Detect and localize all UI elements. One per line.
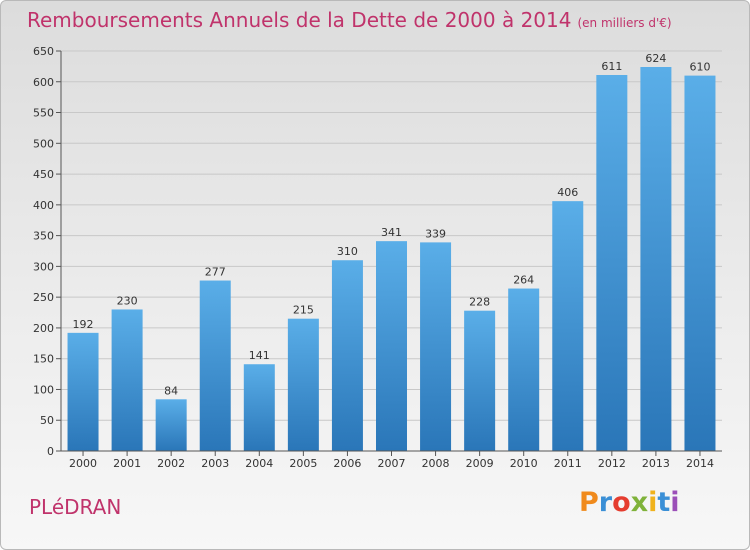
- x-tick-label-2002: 2002: [157, 457, 185, 470]
- axis-layer: 0 50 100 150 200 250 300 350 400 450 500 550 600 650 2…: [33, 45, 722, 470]
- logo-letter: P: [579, 487, 599, 518]
- logo-letter: i: [648, 487, 658, 518]
- y-tick-label-250: 250: [33, 291, 54, 304]
- value-label-2006: 310: [337, 245, 358, 258]
- logo-letter: r: [598, 487, 613, 518]
- value-label-2011: 406: [557, 186, 578, 199]
- x-tick-label-2001: 2001: [113, 457, 141, 470]
- value-label-2005: 215: [293, 304, 314, 317]
- x-tick-label-2004: 2004: [245, 457, 273, 470]
- logo-letter: o: [612, 487, 631, 518]
- value-label-2004: 141: [249, 349, 270, 362]
- value-label-2002: 84: [164, 384, 178, 397]
- logo-letter: t: [657, 487, 671, 518]
- logo-letter: x: [630, 487, 649, 518]
- x-tick-label-2006: 2006: [333, 457, 361, 470]
- x-tick-label-2010: 2010: [510, 457, 538, 470]
- y-tick-label-450: 450: [33, 168, 54, 181]
- bar-2006: [331, 260, 363, 451]
- bar-2010: [508, 288, 540, 451]
- value-label-2012: 611: [601, 60, 622, 73]
- bar-2011: [552, 201, 584, 451]
- x-tick-label-2014: 2014: [686, 457, 714, 470]
- bar-2012: [596, 75, 628, 451]
- value-label-2010: 264: [513, 274, 534, 287]
- y-tick-label-150: 150: [33, 353, 54, 366]
- value-label-2009: 228: [469, 296, 490, 309]
- bar-2014: [684, 75, 716, 451]
- y-tick-label-200: 200: [33, 322, 54, 335]
- bar-2005: [287, 318, 319, 451]
- x-tick-label-2005: 2005: [289, 457, 317, 470]
- y-tick-label-550: 550: [33, 107, 54, 120]
- y-tick-label-650: 650: [33, 45, 54, 58]
- bar-layer: 192 230 84 277 141 215 310 341 339 228 264 406 611 62…: [67, 52, 716, 451]
- value-label-2013: 624: [645, 52, 666, 65]
- value-label-2001: 230: [117, 294, 138, 307]
- bar-2008: [420, 242, 452, 451]
- y-tick-label-0: 0: [47, 445, 54, 458]
- y-tick-label-600: 600: [33, 76, 54, 89]
- value-label-2003: 277: [205, 266, 226, 279]
- bar-2001: [111, 309, 143, 451]
- bar-2002: [155, 399, 187, 451]
- logo-letter: i: [670, 487, 680, 518]
- value-label-2014: 610: [689, 61, 710, 74]
- chart-unit: (en milliers d'€): [577, 16, 672, 30]
- x-tick-label-2009: 2009: [466, 457, 494, 470]
- x-tick-label-2007: 2007: [378, 457, 406, 470]
- bar-2009: [464, 310, 496, 451]
- y-tick-label-300: 300: [33, 260, 54, 273]
- bar-2013: [640, 67, 672, 451]
- chart-title-text: Remboursements Annuels de la Dette de 20…: [27, 8, 572, 32]
- x-tick-label-2003: 2003: [201, 457, 229, 470]
- y-tick-label-500: 500: [33, 137, 54, 150]
- chart-title: Remboursements Annuels de la Dette de 20…: [27, 8, 672, 32]
- bar-2007: [376, 241, 407, 451]
- value-label-2000: 192: [73, 318, 94, 331]
- y-tick-label-100: 100: [33, 383, 54, 396]
- x-tick-label-2008: 2008: [422, 457, 450, 470]
- x-tick-label-2012: 2012: [598, 457, 626, 470]
- x-tick-label-2013: 2013: [642, 457, 670, 470]
- bar-2003: [199, 280, 231, 451]
- value-label-2008: 339: [425, 227, 446, 240]
- x-tick-label-2000: 2000: [69, 457, 97, 470]
- y-tick-label-400: 400: [33, 199, 54, 212]
- bar-2004: [243, 364, 275, 451]
- y-tick-label-50: 50: [40, 414, 54, 427]
- city-name: PLéDRAN: [29, 495, 122, 519]
- bar-2000: [67, 332, 99, 451]
- proxiti-logo: Proxiti: [579, 487, 680, 518]
- value-label-2007: 341: [381, 226, 402, 239]
- x-tick-label-2011: 2011: [554, 457, 582, 470]
- y-tick-label-350: 350: [33, 230, 54, 243]
